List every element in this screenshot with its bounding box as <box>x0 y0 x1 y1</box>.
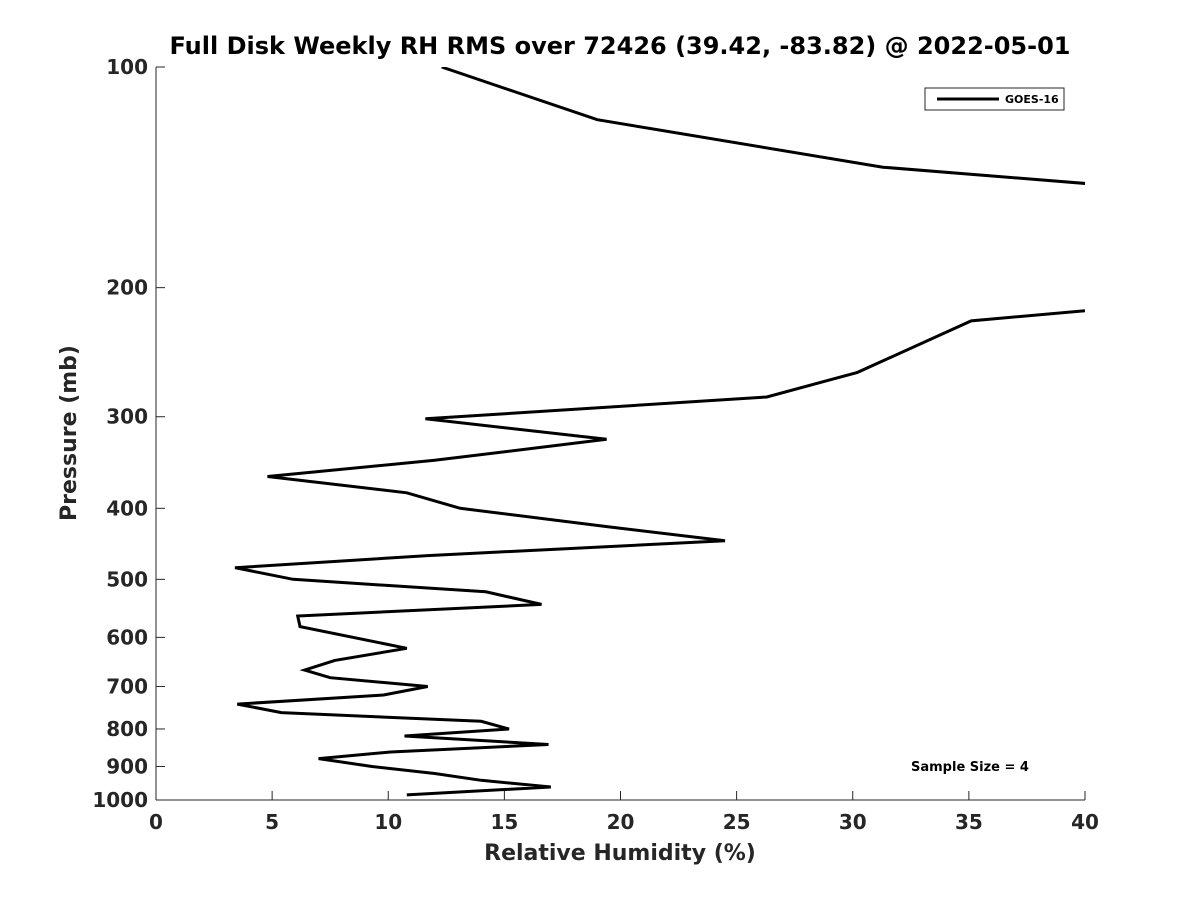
y-tick-label: 600 <box>106 625 148 649</box>
y-tick-label: 700 <box>106 674 148 698</box>
x-tick-label: 10 <box>374 810 402 834</box>
x-axis-label: Relative Humidity (%) <box>484 841 756 866</box>
x-tick-label: 30 <box>839 810 867 834</box>
y-tick-label: 500 <box>106 567 148 591</box>
series-line-goes-16-segment-1 <box>441 67 1085 185</box>
x-tick-label: 40 <box>1071 810 1099 834</box>
y-tick-label: 400 <box>106 496 148 520</box>
x-tick-label: 15 <box>490 810 518 834</box>
y-tick-label: 900 <box>106 754 148 778</box>
y-tick-label: 300 <box>106 405 148 429</box>
legend-label-goes-16: GOES-16 <box>1005 93 1059 106</box>
chart-title: Full Disk Weekly RH RMS over 72426 (39.4… <box>169 32 1070 60</box>
x-tick-label: 0 <box>149 810 163 834</box>
series-layer <box>234 67 1085 797</box>
x-tick-label: 25 <box>723 810 751 834</box>
y-tick-label: 800 <box>106 717 148 741</box>
y-tick-label: 1000 <box>92 788 148 812</box>
y-tick-label: 200 <box>106 276 148 300</box>
x-tick-label: 20 <box>607 810 635 834</box>
legend: GOES-16 <box>924 87 1065 111</box>
sample-size-annotation: Sample Size = 4 <box>911 760 1029 775</box>
y-axis-label: Pressure (mb) <box>57 345 82 521</box>
x-tick-label: 35 <box>955 810 983 834</box>
y-tick-label: 100 <box>106 55 148 79</box>
series-line-goes-16-segment-2 <box>234 309 1085 797</box>
x-axis-ticks: 0 5 10 15 20 25 30 35 40 <box>149 791 1099 834</box>
y-axis-ticks: 100 200 300 400 500 600 700 800 900 1000 <box>92 55 165 812</box>
x-tick-label: 5 <box>265 810 279 834</box>
